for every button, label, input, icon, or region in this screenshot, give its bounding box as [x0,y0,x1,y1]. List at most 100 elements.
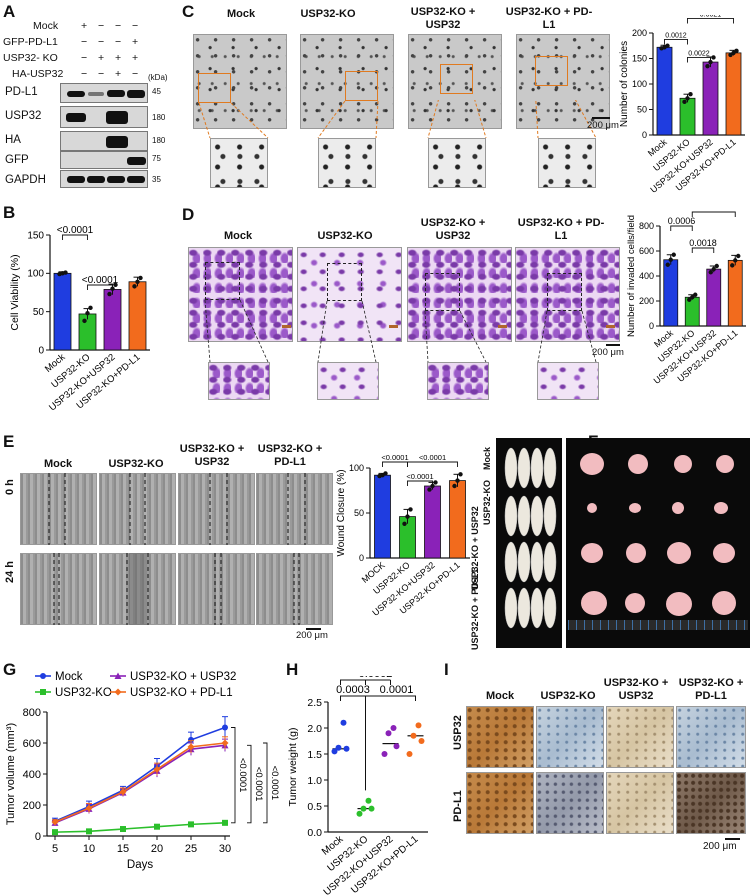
e-header-ko-usp32: USP32-KO + USP32 [179,443,245,468]
mark: + [98,52,105,64]
mark: − [81,68,88,80]
y-tick-label: 50 [33,307,45,318]
data-point [383,471,388,476]
data-point [107,291,112,297]
bar [449,480,466,559]
mark: − [98,68,105,80]
chart-g-tumor-volume: 0 200 400 600 800 5 10 15 20 25 30 Days Tumor volume… [5,671,280,871]
significance-bracket [691,211,736,217]
p-value-label: 0.0006 [668,216,696,226]
legend-label: Mock [55,671,83,683]
legend-marker [114,688,122,696]
mark: + [132,52,139,64]
y-tick-label: 400 [639,271,654,281]
data-point [368,805,375,812]
scale-bar-label: 200 μm [592,347,624,358]
data-point [736,253,741,259]
e-header-ko-pdl1: USP32-KO + PD-L1 [257,443,323,468]
ihc-usp32-ko [536,706,604,768]
data-point [63,270,68,275]
data-point [458,472,463,477]
data-point [119,788,127,796]
p-value-label: 0.0002 [359,676,393,680]
f-label-mock: Mock [482,446,492,470]
y-tick-label: 1.0 [307,775,322,787]
data-point [418,738,425,744]
x-tick-label: 5 [52,843,58,855]
x-tick-label: 15 [117,843,129,855]
data-point [693,292,698,297]
mw-pdl1: 45 [152,87,161,96]
bar [727,259,743,327]
panel-label-c: C [182,2,195,21]
y-tick-label: 0.0 [307,827,322,839]
p-value-label: <0.0001 [82,275,119,286]
condition-label-ha-usp32: HA-USP32 [12,68,64,80]
invasion-zoom-ko-usp32 [427,362,489,400]
data-point [408,507,413,512]
y-tick-label: 800 [639,221,654,231]
i-header-ko: USP32-KO [540,690,596,702]
data-point [406,751,413,757]
scale-bar-label: 200 μm [587,120,619,131]
data-point [714,263,719,269]
mw-gfp: 75 [152,154,161,163]
mark: − [132,68,139,80]
p-value-label: <0.0001 [381,453,408,462]
y-tick-label: 150 [632,54,647,64]
mark: − [98,36,105,48]
significance-bracket [87,284,113,290]
y-axis-label: Cell Viability (%) [9,254,21,330]
data-point [221,739,229,747]
data-point [222,724,228,731]
wound-0h-mock [20,473,97,545]
zoom-box [425,273,460,311]
bar [702,61,719,136]
mark: + [132,36,139,48]
blot-usp32 [60,106,148,128]
zoom-box [205,262,240,300]
ihc-usp32-ko-pdl1 [676,706,746,768]
p-value-label: <0.0001 [57,225,94,236]
i-row-label-usp32: USP32 [452,715,464,750]
mark: − [81,36,88,48]
colony-zoom-ko-usp32 [428,138,486,188]
p-value-label: <0.0001 [406,472,433,481]
bar [128,281,147,351]
mw-ha: 180 [152,136,166,145]
legend-marker [114,672,122,679]
data-point [405,514,410,519]
blot-pdl1 [60,83,148,103]
p-value-label: 0.0022 [688,50,710,57]
scale-bar [498,325,507,328]
data-point [705,63,710,69]
y-tick-label: 50 [637,105,647,115]
d-header-mock: Mock [223,230,253,242]
legend-label: USP32-KO + PD-L1 [130,687,233,699]
significance-bracket [664,38,688,45]
bar [374,474,391,559]
data-point [393,743,400,750]
d-header-ko-usp32: USP32-KO + USP32 [420,217,486,242]
data-point [402,521,407,526]
bar [103,289,122,351]
photo-divider [562,438,566,648]
y-tick-label: 0 [649,321,654,331]
y-tick-label: 0 [642,130,647,140]
data-point [690,295,695,300]
significance-bracket [340,695,366,791]
i-header-mock: Mock [485,690,515,702]
i-row-label-pdl1: PD-L1 [452,790,464,822]
blot-gapdh [60,170,148,188]
data-point [730,263,735,268]
significance-bracket [263,742,268,824]
y-tick-label: 600 [639,246,654,256]
ihc-pdl1-ko-usp32 [606,772,674,834]
data-point [335,744,342,751]
e-header-mock: Mock [43,458,73,470]
zoom-guides [198,100,597,139]
condition-label-usp32-ko: USP32- KO [3,52,58,64]
c-header-ko-usp32-text: USP32-KO + USP32 [410,6,476,31]
